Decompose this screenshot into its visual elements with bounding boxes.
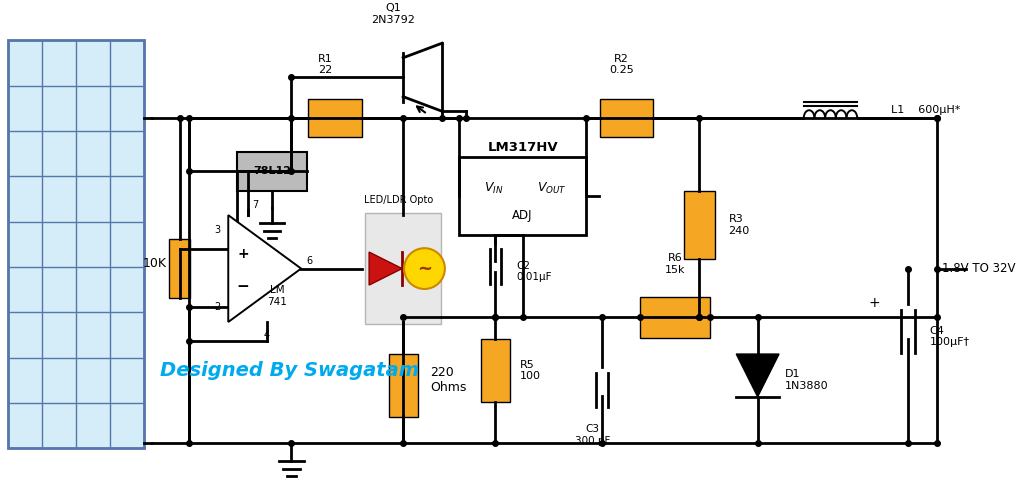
Text: 4: 4 — [264, 330, 270, 340]
FancyBboxPatch shape — [388, 354, 418, 417]
Text: D1
1N3880: D1 1N3880 — [784, 369, 828, 391]
Text: +: + — [237, 247, 249, 261]
Text: R2
0.25: R2 0.25 — [609, 54, 634, 75]
Text: C3
300 pF: C3 300 pF — [574, 424, 610, 446]
Text: L1    600μH*: L1 600μH* — [891, 105, 961, 115]
FancyBboxPatch shape — [640, 297, 710, 338]
Text: R5
100: R5 100 — [519, 360, 541, 382]
Text: R3
240: R3 240 — [728, 214, 750, 236]
Text: ~: ~ — [417, 259, 432, 278]
Text: −: − — [237, 279, 249, 294]
Text: Q1
2N3792: Q1 2N3792 — [372, 3, 416, 25]
Text: $V_{IN}$: $V_{IN}$ — [483, 181, 503, 196]
Text: 3: 3 — [214, 225, 220, 235]
Text: LM317HV: LM317HV — [487, 141, 558, 154]
Text: R6
15k: R6 15k — [665, 253, 685, 274]
Polygon shape — [736, 354, 779, 397]
FancyBboxPatch shape — [481, 339, 510, 402]
Text: 10K: 10K — [142, 257, 167, 270]
FancyBboxPatch shape — [308, 99, 361, 138]
FancyBboxPatch shape — [600, 99, 653, 138]
Text: 2: 2 — [214, 302, 220, 313]
Polygon shape — [369, 252, 402, 285]
Text: C4
100μF†: C4 100μF† — [930, 326, 970, 347]
Text: +: + — [868, 296, 880, 310]
FancyBboxPatch shape — [237, 152, 307, 191]
Text: 7: 7 — [253, 200, 259, 210]
Text: R1
22: R1 22 — [318, 54, 333, 75]
Text: ADJ: ADJ — [512, 209, 532, 222]
Text: C2
0.01μF: C2 0.01μF — [517, 261, 552, 282]
FancyBboxPatch shape — [365, 213, 441, 324]
FancyBboxPatch shape — [460, 157, 586, 235]
FancyBboxPatch shape — [8, 40, 143, 448]
Text: 78L12: 78L12 — [253, 167, 291, 176]
Text: LM
741: LM 741 — [267, 285, 287, 307]
Text: LED/LDR Opto: LED/LDR Opto — [364, 196, 433, 205]
Polygon shape — [228, 215, 301, 322]
FancyBboxPatch shape — [684, 191, 715, 259]
Text: 1.8V TO 32V: 1.8V TO 32V — [942, 262, 1016, 275]
Circle shape — [404, 248, 444, 289]
Text: $V_{OUT}$: $V_{OUT}$ — [537, 181, 566, 196]
Text: 220
Ohms: 220 Ohms — [430, 366, 467, 394]
Text: Designed By Swagatam: Designed By Swagatam — [161, 361, 420, 380]
Text: 6: 6 — [306, 256, 312, 266]
FancyBboxPatch shape — [169, 240, 190, 298]
